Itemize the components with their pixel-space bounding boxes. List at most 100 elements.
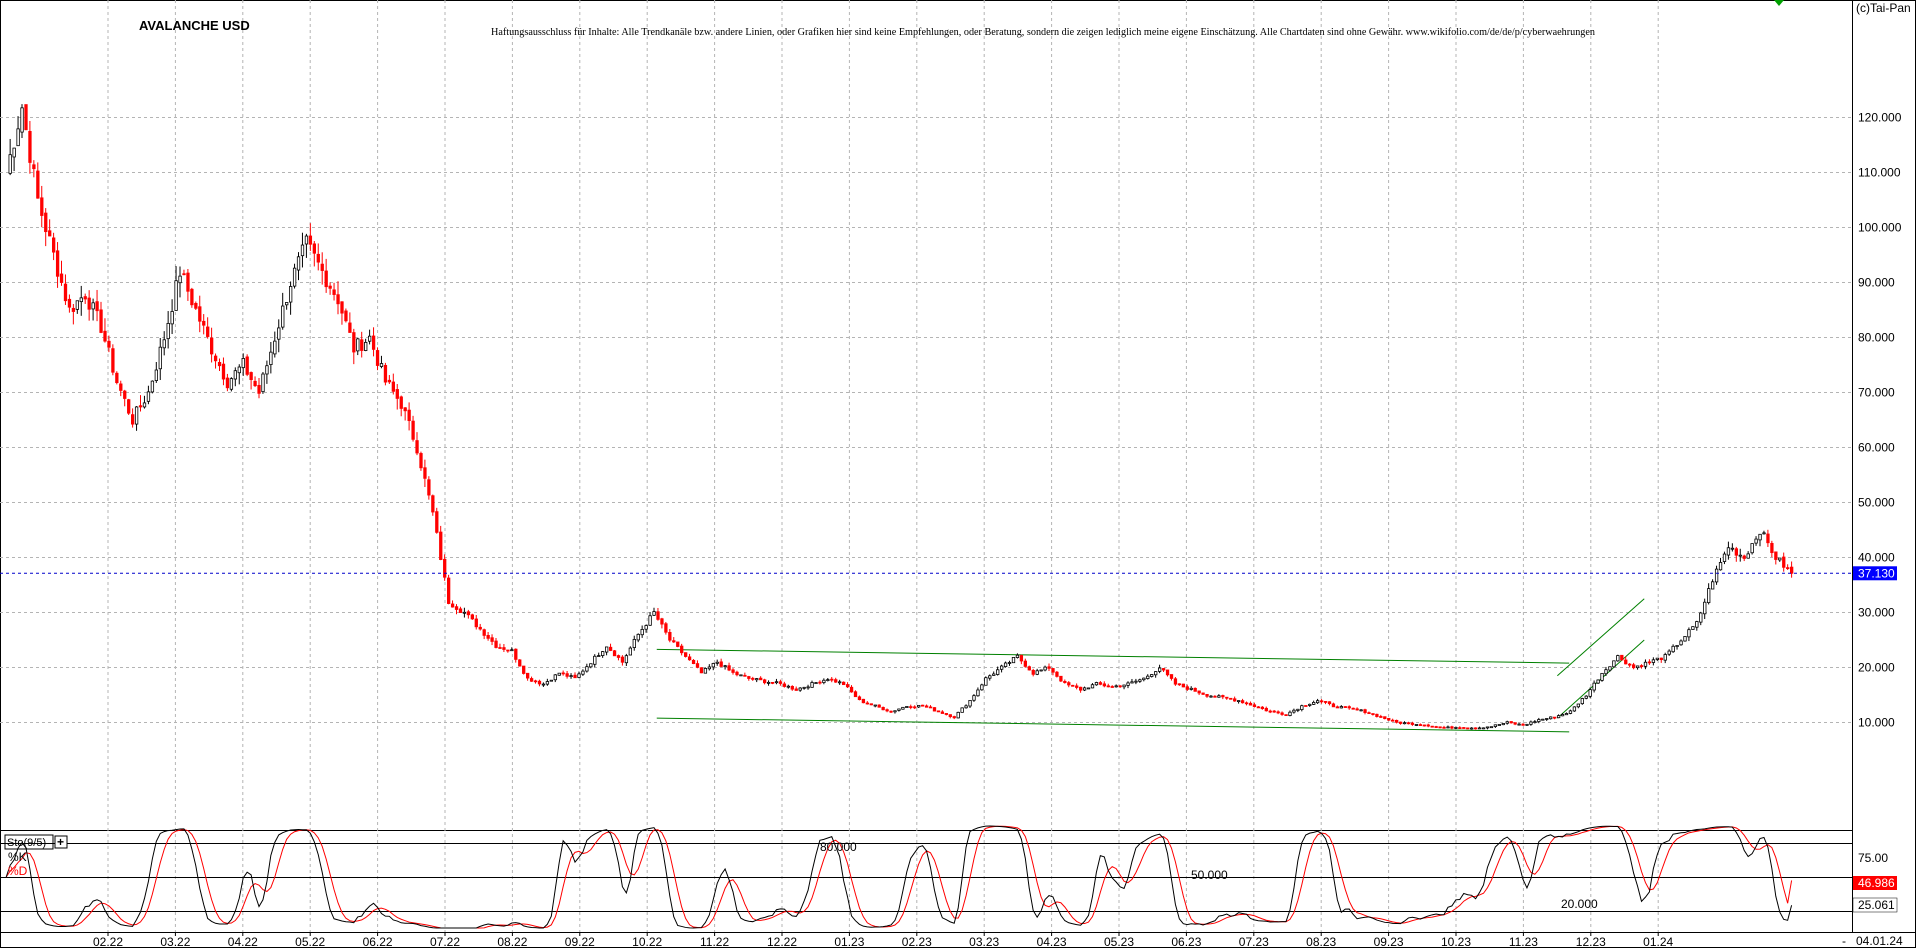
time-tick-label: 03.23 — [969, 935, 999, 948]
candle-body — [984, 677, 988, 686]
candle-body — [988, 675, 992, 679]
candle-body — [1734, 548, 1738, 556]
candle-body — [1225, 696, 1229, 699]
candle-body — [1462, 727, 1466, 729]
candle-body — [924, 705, 929, 708]
candle-body — [581, 670, 585, 675]
candle-body — [814, 682, 818, 684]
candle-body — [826, 679, 830, 681]
candle-body — [502, 647, 506, 650]
candle-body — [12, 147, 16, 158]
candle-body — [620, 656, 625, 663]
candle-body — [1343, 706, 1347, 708]
candle-body — [458, 608, 463, 613]
candle-body — [83, 296, 87, 300]
candle-body — [1406, 722, 1411, 725]
candle-body — [28, 131, 32, 163]
candle-body — [1185, 686, 1189, 690]
candle-body — [403, 407, 407, 412]
candle-body — [142, 402, 147, 408]
candle-body — [1047, 666, 1051, 669]
candle-body — [885, 709, 889, 712]
candle-body — [24, 104, 28, 131]
candle-body — [20, 107, 24, 133]
axis-menu-icon[interactable]: - — [1842, 934, 1846, 948]
candle-body — [360, 339, 364, 351]
candle-body — [1106, 685, 1110, 688]
candle-body — [913, 706, 917, 709]
candle-body — [494, 640, 498, 648]
candles — [8, 104, 1794, 730]
candle-body — [1580, 698, 1584, 705]
candle-body — [1154, 671, 1158, 676]
candle-body — [63, 283, 68, 302]
candle-body — [778, 681, 783, 684]
candle-body — [865, 702, 869, 705]
candle-body — [352, 332, 356, 353]
candle-body — [454, 606, 459, 610]
candle-body — [652, 611, 656, 616]
candle-body — [1138, 679, 1142, 682]
candle-body — [1718, 562, 1723, 571]
candle-body — [1142, 677, 1146, 681]
candle-body — [1158, 667, 1162, 672]
candle-body — [1130, 681, 1134, 684]
candle-body — [1035, 670, 1039, 675]
time-tick-label: 06.23 — [1171, 935, 1201, 948]
candle-body — [1375, 713, 1379, 717]
candle-body — [48, 230, 52, 237]
candle-body — [99, 309, 103, 333]
level-20-label: 20.000 — [1561, 897, 1598, 911]
candle-body — [71, 307, 76, 312]
candle-body — [1209, 695, 1213, 698]
candle-body — [719, 661, 723, 667]
candle-body — [1584, 695, 1588, 699]
candle-body — [1501, 723, 1505, 726]
candle-body — [1608, 666, 1612, 671]
candle-body — [782, 683, 787, 687]
candle-body — [1296, 708, 1300, 711]
candle-body — [715, 661, 719, 664]
candle-body — [296, 256, 301, 271]
d-legend: %D — [8, 864, 28, 878]
candle-body — [1003, 662, 1008, 667]
candle-body — [1118, 685, 1122, 688]
candle-body — [1485, 726, 1490, 729]
candle-body — [202, 320, 206, 326]
candle-body — [1055, 671, 1059, 677]
scroll-marker-icon — [1774, 0, 1784, 6]
candle-body — [435, 511, 439, 533]
price-tick-label: 120.000 — [1858, 111, 1902, 125]
time-tick-label: 04.22 — [228, 935, 258, 948]
candle-body — [288, 286, 293, 303]
candle-body — [1454, 727, 1458, 729]
candle-body — [162, 339, 166, 349]
candle-body — [229, 378, 234, 390]
candle-body — [225, 377, 230, 389]
candle-body — [364, 341, 368, 351]
time-tick-label: 04.23 — [1037, 935, 1067, 948]
price-tick-label: 50.000 — [1858, 496, 1895, 510]
chart-title: AVALANCHE USD — [139, 18, 250, 33]
candle-body — [1280, 712, 1284, 715]
candle-body — [1189, 687, 1193, 690]
candle-body — [1655, 657, 1659, 660]
candle-body — [1635, 665, 1640, 669]
candle-body — [755, 678, 759, 681]
candle-body — [1011, 657, 1016, 664]
candle-body — [1229, 697, 1233, 700]
candle-body — [130, 414, 135, 425]
candle-body — [660, 618, 664, 625]
candle-body — [482, 629, 486, 636]
candle-body — [707, 666, 711, 670]
candle-body — [687, 656, 692, 661]
candle-body — [1687, 629, 1691, 638]
candle-body — [1312, 701, 1316, 705]
candle-body — [577, 673, 581, 678]
candle-body — [597, 655, 601, 657]
candle-body — [190, 288, 194, 306]
time-tick-label: 11.23 — [1509, 935, 1538, 948]
candle-body — [281, 305, 285, 328]
candle-body — [510, 649, 514, 652]
panel-toggle-button[interactable] — [54, 835, 68, 849]
